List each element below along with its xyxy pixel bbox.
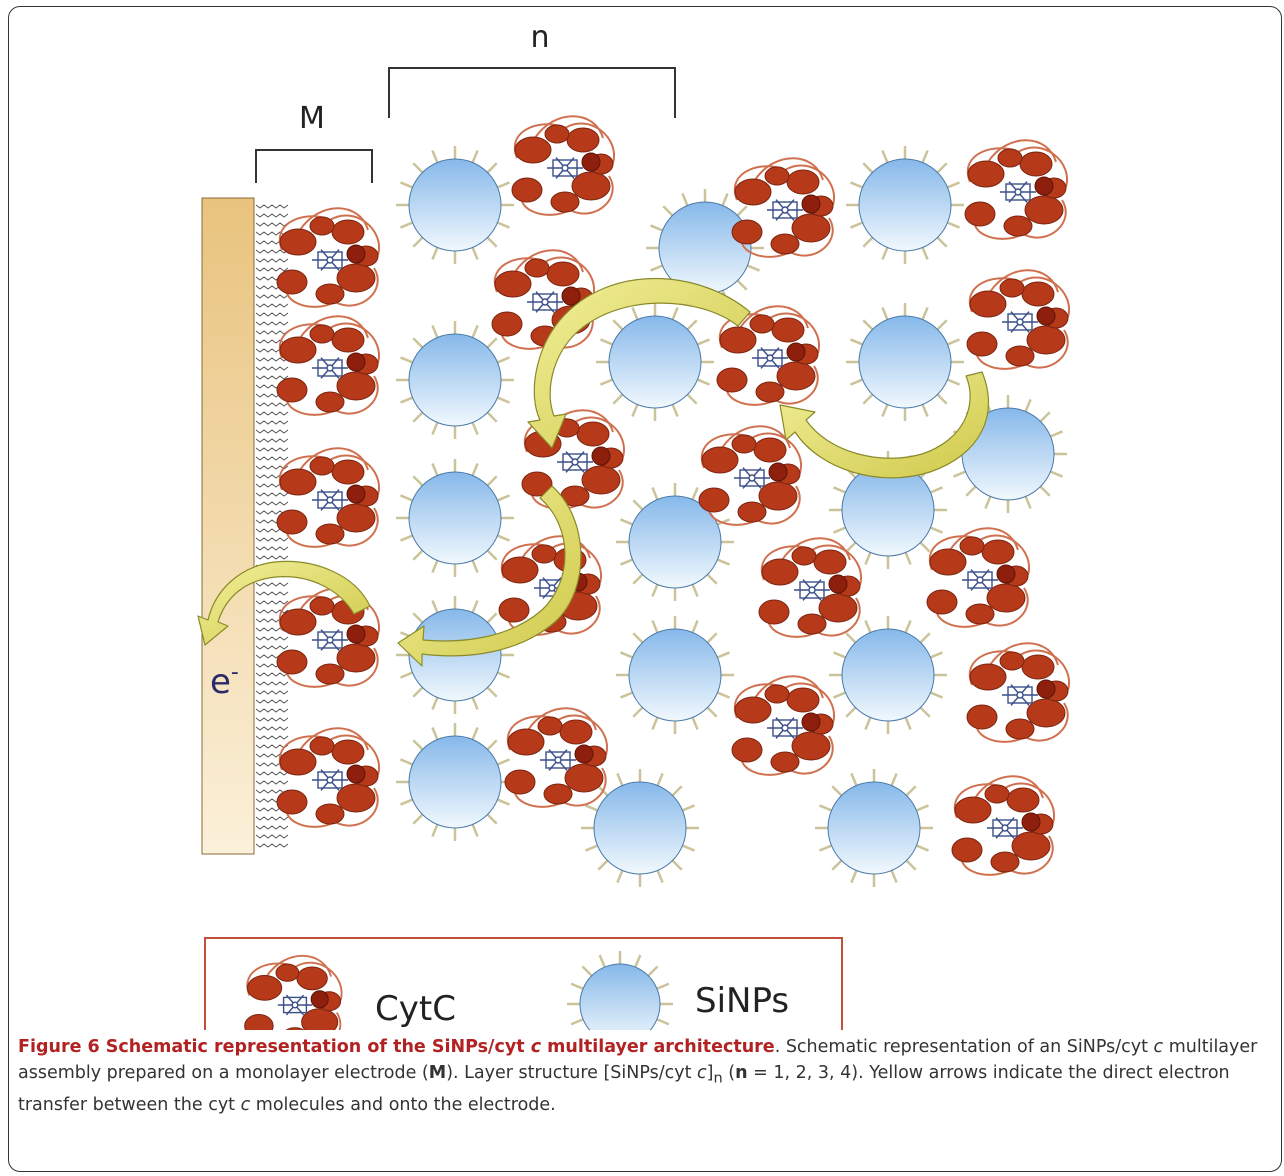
cytc-molecule [276, 315, 381, 416]
electrode [201, 197, 255, 855]
cytc-molecule [276, 447, 381, 548]
cytc-molecule [698, 425, 803, 526]
sinps-layer [396, 146, 1067, 887]
sinp-particle [596, 303, 714, 421]
cytc-molecule [964, 139, 1069, 240]
figure-caption: Figure 6 Schematic representation of the… [18, 1034, 1268, 1118]
cytc-molecule [966, 269, 1071, 370]
sinp-particle [396, 723, 514, 841]
legend-cytc-label: CytC [375, 989, 456, 1029]
cytc-molecule [758, 537, 863, 638]
m-label: M [299, 101, 325, 136]
sinp-particle [396, 459, 514, 577]
sinp-particle [581, 769, 699, 887]
sinp-particle [396, 321, 514, 439]
cytc-molecule [244, 954, 343, 1030]
cytc-molecule [504, 707, 609, 808]
n-bracket [388, 67, 676, 118]
electron-transfer-arrows [197, 277, 990, 667]
cytc-molecule [731, 675, 836, 776]
cytc-molecule [716, 305, 821, 406]
cytc-molecule [951, 775, 1056, 876]
sinp-particle [396, 146, 514, 264]
sinp-particle [616, 483, 734, 601]
legend-sinps-label: SiNPs [695, 981, 789, 1021]
arrow-1 [527, 277, 751, 449]
cytc-molecule [276, 207, 381, 308]
multilayer-schematic: n M e- CytC SiNPs [197, 20, 1071, 1030]
sinp-particle [815, 769, 933, 887]
cytc-molecule [276, 727, 381, 828]
cytc-layer [276, 115, 1071, 876]
sinp-particle [616, 616, 734, 734]
caption-body: . Schematic representation of an SiNPs/c… [18, 1037, 1258, 1115]
n-label: n [530, 20, 549, 55]
sinp-particle [846, 146, 964, 264]
cytc-molecule [966, 642, 1071, 743]
sinp-particle [949, 395, 1067, 513]
monolayer-chains [255, 204, 289, 848]
sinp-particle [846, 303, 964, 421]
cytc-molecule [731, 157, 836, 258]
cytc-molecule [926, 527, 1031, 628]
arrow-3 [397, 485, 582, 667]
m-bracket [255, 149, 373, 183]
caption-title: Figure 6 Schematic representation of the… [18, 1037, 775, 1057]
legend-sinps-icon [567, 951, 673, 1030]
arrow-4 [197, 560, 371, 646]
legend-cytc-icon [244, 954, 343, 1030]
arrow-2 [779, 371, 990, 479]
sinp-particle [829, 616, 947, 734]
sinp-particle [567, 951, 673, 1030]
cytc-molecule [491, 249, 596, 350]
cytc-molecule [511, 115, 616, 216]
cytc-molecule [276, 587, 381, 688]
electron-label: e- [210, 660, 239, 702]
